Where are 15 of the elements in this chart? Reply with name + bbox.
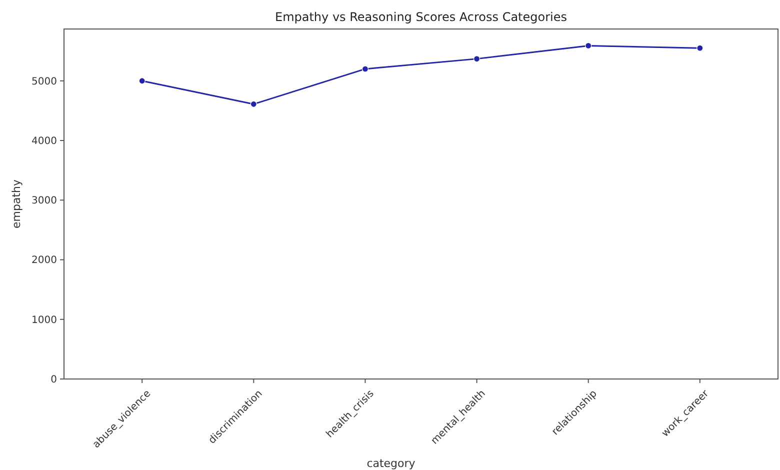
point <box>473 56 480 62</box>
y-tick-label: 0 <box>50 374 57 386</box>
y-axis-title: empathy <box>10 179 23 229</box>
chart-title: Empathy vs Reasoning Scores Across Categories <box>274 10 568 24</box>
y-tick-label: 2000 <box>32 255 57 266</box>
point <box>362 66 369 72</box>
point <box>250 100 257 108</box>
y-tick-label: 4000 <box>32 136 57 147</box>
point <box>696 44 704 52</box>
y-tick-label: 5000 <box>32 76 57 88</box>
point <box>585 42 592 49</box>
x-axis-title: category <box>366 457 416 470</box>
point <box>138 78 146 84</box>
y-tick-label: 1000 <box>32 314 57 326</box>
y-tick-label: 3000 <box>32 196 57 207</box>
